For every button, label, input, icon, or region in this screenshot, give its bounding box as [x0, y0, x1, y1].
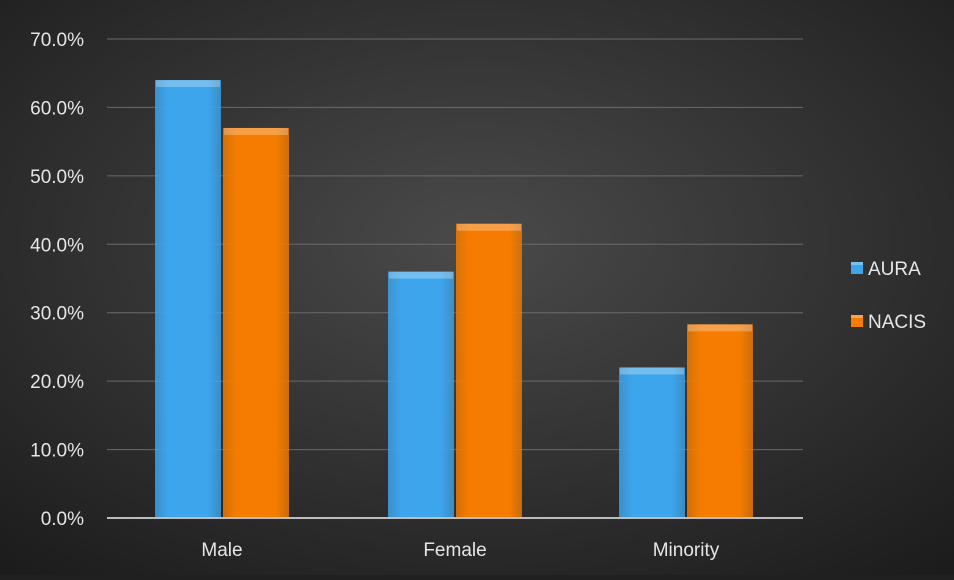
x-tick-label: Minority — [653, 540, 720, 561]
bar-top-highlight — [156, 80, 220, 88]
y-tick-label: 40.0% — [30, 235, 84, 256]
y-tick-label: 70.0% — [30, 30, 84, 51]
bar-aura-minority — [619, 367, 685, 518]
bar-aura-female — [388, 271, 454, 518]
bars — [155, 80, 753, 519]
x-tick-label: Male — [201, 540, 242, 561]
legend-swatch-highlight — [851, 262, 863, 265]
bar-nacis-female — [456, 223, 522, 518]
y-tick-label: 20.0% — [30, 372, 84, 393]
bar-nacis-minority — [687, 324, 753, 518]
bar-top-highlight — [224, 127, 288, 135]
y-tick-label: 0.0% — [41, 509, 84, 530]
x-axis-tick-labels: Male Female Minority — [201, 540, 719, 561]
bar-aura-male — [155, 80, 221, 519]
legend-label-aura: AURA — [868, 259, 921, 280]
legend-label-nacis: NACIS — [868, 312, 926, 333]
bar-top-highlight — [620, 367, 684, 375]
y-axis-tick-labels: 0.0% 10.0% 20.0% 30.0% 40.0% 50.0% 60.0% 70.0% — [30, 30, 84, 530]
y-tick-label: 10.0% — [30, 441, 84, 462]
bar-top-highlight — [389, 271, 453, 279]
bar-nacis-male — [223, 127, 289, 518]
y-tick-label: 50.0% — [30, 167, 84, 188]
legend-swatch-nacis — [851, 315, 863, 327]
y-tick-label: 30.0% — [30, 304, 84, 325]
y-tick-label: 60.0% — [30, 98, 84, 119]
bar-top-highlight — [688, 324, 752, 332]
bar-top-highlight — [457, 223, 521, 231]
x-tick-label: Female — [423, 540, 486, 561]
legend-swatch-aura — [851, 262, 863, 274]
legend: AURA NACIS — [851, 259, 926, 333]
legend-swatch-highlight — [851, 315, 863, 318]
